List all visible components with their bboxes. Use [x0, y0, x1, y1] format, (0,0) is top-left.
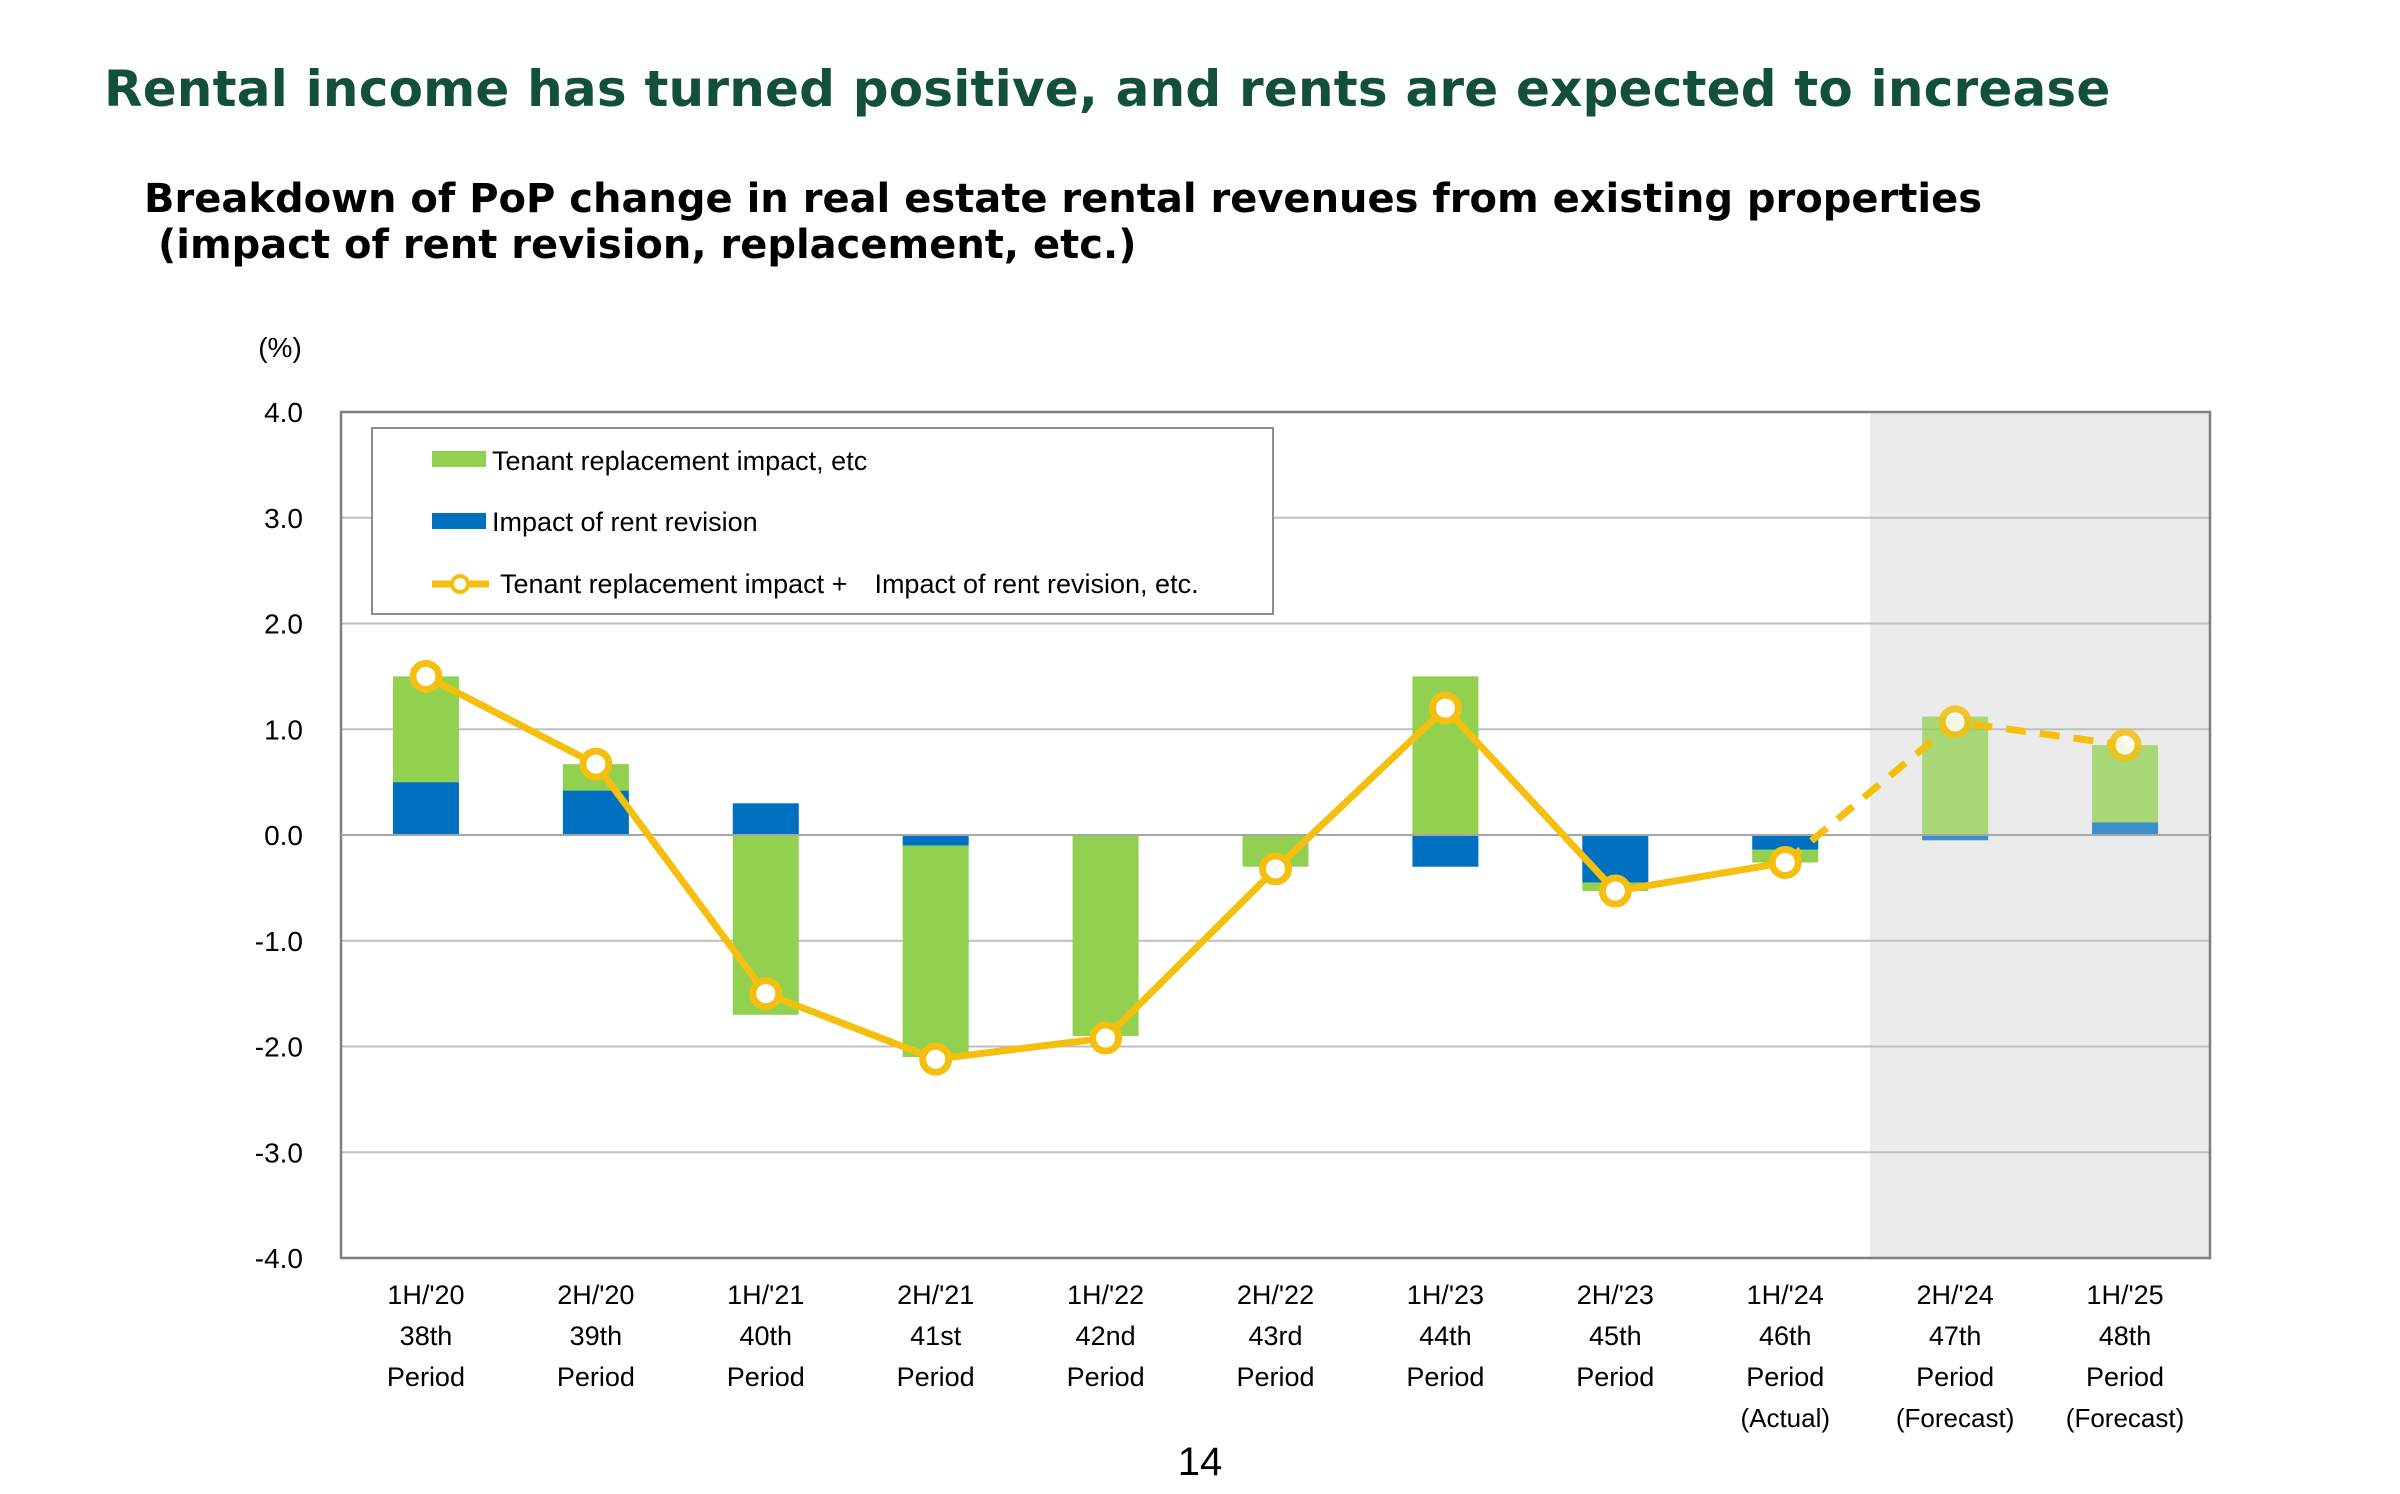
legend-label-total: Tenant replacement impact + Impact of re… — [500, 569, 1199, 599]
y-tick-label: 2.0 — [264, 609, 303, 640]
tenant-replacement-bar — [392, 676, 459, 783]
x-label-note: (Actual) — [1740, 1403, 1830, 1433]
rent-revision-bar — [1922, 835, 1989, 841]
x-label-period: 1H/'23 — [1407, 1280, 1484, 1310]
x-category-label: 1H/'22 42nd Period — [1067, 1280, 1145, 1392]
x-label-period: 2H/'24 — [1917, 1280, 1994, 1310]
chart-title-line2: (impact of rent revision, replacement, e… — [158, 222, 1137, 268]
total-point — [2108, 728, 2142, 762]
total-point — [1598, 874, 1632, 908]
x-label-period: 1H/'22 — [1067, 1280, 1144, 1310]
x-label-number: 41st — [910, 1321, 962, 1351]
total-point — [919, 1042, 953, 1076]
x-label-period: 2H/'22 — [1237, 1280, 1314, 1310]
x-category-label: 1H/'23 44th Period — [1406, 1280, 1484, 1392]
rental-revenue-chart: 4.0 3.0 2.0 1.0 0.0 -1.0 -2.0 -3.0 -4.0 (%) 1H/'20… — [255, 332, 2212, 1433]
x-category-label: 2H/'22 43rd Period — [1236, 1280, 1314, 1392]
x-label-number: 48th — [2099, 1321, 2152, 1351]
x-label-note: (Forecast) — [1896, 1403, 2014, 1433]
page-number: 14 — [1177, 1440, 1223, 1484]
legend-box — [371, 427, 1274, 615]
x-label-period-word: Period — [1067, 1362, 1145, 1392]
total-point — [409, 659, 443, 693]
rent-revision-bar — [732, 803, 799, 835]
legend-label-tenant: Tenant replacement impact, etc — [492, 446, 867, 476]
x-label-note: (Forecast) — [2066, 1403, 2184, 1433]
x-label-period: 1H/'20 — [387, 1280, 464, 1310]
x-label-period-word: Period — [727, 1362, 805, 1392]
rent-revision-bar — [1752, 835, 1819, 850]
legend-swatch-rent — [432, 513, 486, 529]
x-label-period-word: Period — [557, 1362, 635, 1392]
x-label-period-word: Period — [1406, 1362, 1484, 1392]
legend-swatch-total-marker — [450, 574, 470, 594]
total-point — [579, 747, 613, 781]
x-label-number: 40th — [739, 1321, 792, 1351]
y-tick-label: -4.0 — [255, 1243, 303, 1274]
x-label-period-word: Period — [2086, 1362, 2164, 1392]
x-category-label: 1H/'20 38th Period — [387, 1280, 465, 1392]
legend-label-rent: Impact of rent revision — [492, 507, 758, 537]
chart-title-line1: Breakdown of PoP change in real estate r… — [144, 176, 1983, 222]
x-label-number: 44th — [1419, 1321, 1472, 1351]
y-tick-label: -2.0 — [255, 1032, 303, 1063]
x-label-period-word: Period — [1916, 1362, 1994, 1392]
total-point — [1768, 845, 1802, 879]
total-point — [1089, 1021, 1123, 1055]
chart-title: Breakdown of PoP change in real estate r… — [144, 176, 1982, 268]
x-category-label: 2H/'20 39th Period — [557, 1280, 635, 1392]
x-label-period-word: Period — [1236, 1362, 1314, 1392]
rent-revision-bar — [1412, 835, 1479, 867]
x-label-period: 1H/'21 — [727, 1280, 804, 1310]
page-title: Rental income has turned positive, and r… — [104, 60, 2111, 118]
x-category-label: 2H/'21 41st Period — [897, 1280, 975, 1392]
x-label-number: 42nd — [1076, 1321, 1136, 1351]
total-point — [1259, 852, 1292, 886]
x-label-number: 46th — [1759, 1321, 1812, 1351]
legend: Tenant replacement impact, etc Impact of … — [371, 427, 1274, 615]
x-label-period: 1H/'24 — [1747, 1280, 1824, 1310]
x-label-period: 2H/'21 — [897, 1280, 974, 1310]
x-label-period-word: Period — [387, 1362, 465, 1392]
x-label-period: 1H/'25 — [2086, 1280, 2163, 1310]
x-category-label: 1H/'24 46th Period (Actual) — [1740, 1280, 1830, 1433]
rent-revision-bar — [2092, 822, 2159, 835]
y-tick-label: 0.0 — [264, 820, 303, 851]
x-category-label: 1H/'25 48th Period (Forecast) — [2066, 1280, 2184, 1433]
x-label-period-word: Period — [897, 1362, 975, 1392]
y-tick-label: 3.0 — [264, 503, 303, 534]
x-label-period: 2H/'20 — [557, 1280, 634, 1310]
x-label-period: 2H/'23 — [1577, 1280, 1654, 1310]
tenant-replacement-bar — [902, 845, 969, 1058]
total-point — [1428, 691, 1462, 725]
total-point — [749, 977, 783, 1011]
legend-swatch-tenant — [432, 451, 486, 467]
y-tick-label: -3.0 — [255, 1137, 303, 1168]
y-tick-label: 4.0 — [264, 397, 303, 428]
total-point — [1938, 705, 1972, 739]
y-tick-label: -1.0 — [255, 926, 303, 957]
y-unit-label: (%) — [258, 332, 302, 363]
x-label-period-word: Period — [1576, 1362, 1654, 1392]
x-label-period-word: Period — [1746, 1362, 1824, 1392]
rent-revision-bar — [392, 782, 459, 835]
x-label-number: 43rd — [1248, 1321, 1302, 1351]
x-label-number: 45th — [1589, 1321, 1642, 1351]
x-label-number: 38th — [400, 1321, 453, 1351]
tenant-replacement-bar — [1072, 835, 1139, 1036]
x-label-number: 39th — [570, 1321, 623, 1351]
x-label-number: 47th — [1929, 1321, 1982, 1351]
rent-revision-bar — [902, 835, 969, 846]
x-category-label: 1H/'21 40th Period — [727, 1280, 805, 1392]
y-tick-label: 1.0 — [264, 714, 303, 745]
x-category-label: 2H/'24 47th Period (Forecast) — [1896, 1280, 2014, 1433]
x-category-label: 2H/'23 45th Period — [1576, 1280, 1654, 1392]
